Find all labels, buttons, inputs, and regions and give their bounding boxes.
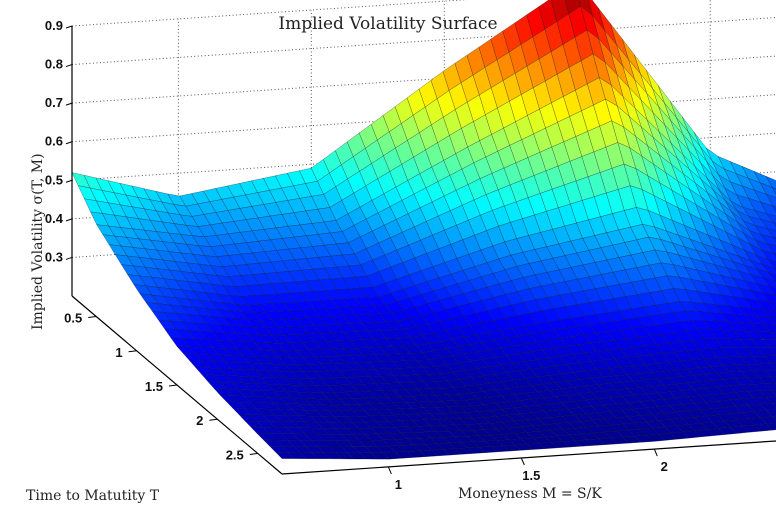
- y-tick-label: 1: [115, 345, 122, 360]
- z-tick-mark: [65, 64, 73, 68]
- y-tick-mark: [88, 316, 97, 319]
- volatility-surface: [71, 0, 776, 460]
- z-axis-label: Implied Volatility σ(T, M): [30, 153, 46, 330]
- z-tick-label: 0.8: [45, 57, 63, 72]
- z-gridline: [71, 132, 776, 181]
- surface-patch: [757, 331, 776, 340]
- surface-patch: [766, 422, 776, 431]
- y-tick-mark: [168, 384, 178, 387]
- surface-patch: [770, 363, 776, 370]
- surface-patch: [761, 234, 776, 246]
- y-tick-mark: [249, 452, 258, 455]
- surface-patch: [761, 263, 776, 275]
- z-tick-mark: [65, 102, 73, 106]
- surface-patch: [760, 201, 776, 217]
- surface-patch: [766, 193, 776, 208]
- y-tick-label: 2.5: [226, 447, 244, 462]
- y-tick-mark: [209, 418, 218, 421]
- surface-patch: [767, 259, 776, 269]
- x-tick-mark: [520, 457, 525, 466]
- z-tick-label: 0.4: [45, 211, 64, 226]
- surface-patch: [771, 187, 776, 195]
- axis-lines: [65, 25, 776, 475]
- surface-patch: [772, 205, 776, 213]
- surface-patch: [768, 301, 776, 312]
- surface-patch: [757, 347, 776, 357]
- surface-patch: [759, 403, 776, 411]
- x-tick-mark: [387, 466, 392, 475]
- chart-title: Implied Volatility Surface: [278, 14, 498, 34]
- z-tick-mark: [65, 25, 73, 29]
- x-tick-mark: [653, 448, 658, 457]
- surface-patch: [773, 253, 776, 257]
- y-tick-mark: [128, 350, 137, 353]
- z-gridline: [71, 0, 469, 27]
- surface-patch: [759, 416, 776, 424]
- z-gridline: [71, 94, 776, 143]
- surface-patch: [764, 355, 776, 364]
- surface-patch: [760, 219, 776, 231]
- z-tick-label: 0.6: [45, 134, 63, 149]
- z-tick-mark: [65, 141, 73, 145]
- surface-patch: [763, 339, 776, 348]
- surface-patch: [759, 389, 776, 398]
- surface-patch: [758, 363, 776, 371]
- tick-labels: 0.30.40.50.60.70.80.911.522.530.511.522.…: [45, 18, 668, 492]
- z-gridline: [71, 17, 776, 66]
- surface-patch: [769, 331, 776, 340]
- surface-patch: [772, 222, 776, 227]
- surface-patch: [773, 237, 776, 242]
- x-axis-label: Moneyness M = S/K: [458, 486, 602, 502]
- z-tick-mark: [65, 179, 73, 183]
- surface-patch: [762, 292, 776, 304]
- y-tick-label: 1.5: [145, 379, 163, 394]
- surface-patch: [765, 409, 776, 417]
- surface-patch: [770, 376, 776, 383]
- surface-patch: [765, 175, 776, 190]
- surface-patch: [762, 277, 776, 289]
- x-tick-label: 1.5: [522, 468, 540, 483]
- surface-patch: [764, 383, 776, 391]
- surface-patch: [761, 249, 776, 262]
- surface-patch: [762, 309, 776, 319]
- surface-patch: [763, 324, 776, 333]
- z-tick-label: 0.3: [45, 249, 63, 264]
- surface-patch: [769, 347, 776, 356]
- surface-patch: [767, 272, 776, 282]
- z-gridline: [71, 55, 776, 104]
- surface-patch: [766, 213, 776, 224]
- x-tick-label: 1: [395, 477, 402, 492]
- z-tick-label: 0.5: [45, 172, 63, 187]
- y-tick-label: 2: [196, 413, 203, 428]
- z-tick-label: 0.7: [45, 95, 63, 110]
- y-tick-label: 0.5: [64, 311, 82, 326]
- z-tick-mark: [65, 218, 73, 222]
- x-axis-line: [281, 440, 776, 475]
- surface-patch: [766, 228, 776, 238]
- surface-patch: [771, 416, 776, 421]
- surface-patch: [759, 182, 776, 198]
- surface-patch: [764, 369, 776, 377]
- y-axis-label: Time to Matutity T: [26, 488, 160, 504]
- surface-patch: [758, 376, 776, 384]
- z-tick-label: 0.9: [45, 18, 63, 33]
- surface-patch: [769, 317, 776, 326]
- x-tick-label: 2: [661, 459, 668, 474]
- z-tick-mark: [65, 256, 73, 260]
- surface-patch: [768, 285, 776, 296]
- surface-patch: [765, 396, 776, 404]
